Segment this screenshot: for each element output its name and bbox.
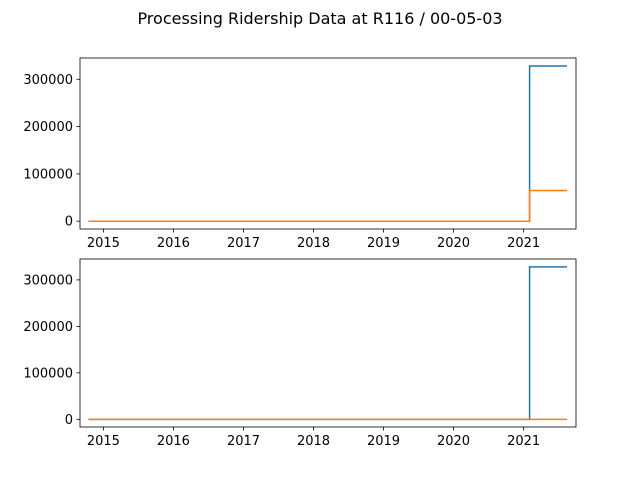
y-tick-label: 0 — [65, 215, 73, 230]
x-tick-label: 2017 — [227, 236, 260, 251]
x-tick-label: 2021 — [507, 434, 540, 449]
x-tick-label: 2018 — [297, 434, 330, 449]
x-tick-label: 2015 — [87, 434, 120, 449]
subplots: 2015 2016 2017 2018 2019 2020 2021 0 100000 20000… — [23, 57, 577, 449]
subplot-2: 2015 2016 2017 2018 2019 2020 2021 0 100000 20000… — [23, 258, 577, 449]
subplot-1: 2015 2016 2017 2018 2019 2020 2021 0 100000 20000… — [23, 57, 577, 251]
y-tick-label: 200000 — [23, 120, 73, 135]
series-line-1 — [88, 266, 567, 421]
x-tick-label: 2019 — [367, 434, 400, 449]
figure-title: Processing Ridership Data at R116 / 00-0… — [137, 9, 502, 28]
y-tick-label: 100000 — [23, 167, 73, 182]
x-tick-label: 2019 — [367, 236, 400, 251]
axes-frame — [79, 57, 577, 230]
x-tick-label: 2020 — [437, 236, 470, 251]
x-tick-label: 2016 — [157, 434, 190, 449]
y-tick-label: 100000 — [23, 366, 73, 381]
x-tick-label: 2015 — [87, 236, 120, 251]
y-tick-label: 0 — [65, 413, 73, 428]
x-tick-label: 2021 — [507, 236, 540, 251]
y-tick-label: 300000 — [23, 73, 73, 88]
series-line-1 — [88, 65, 567, 222]
x-tick-label: 2018 — [297, 236, 330, 251]
x-tick-label: 2020 — [437, 434, 470, 449]
series-line-2 — [88, 189, 567, 222]
y-tick-label: 300000 — [23, 273, 73, 288]
x-tick-label: 2016 — [157, 236, 190, 251]
y-tick-label: 200000 — [23, 320, 73, 335]
axes-frame — [79, 258, 577, 428]
x-tick-label: 2017 — [227, 434, 260, 449]
